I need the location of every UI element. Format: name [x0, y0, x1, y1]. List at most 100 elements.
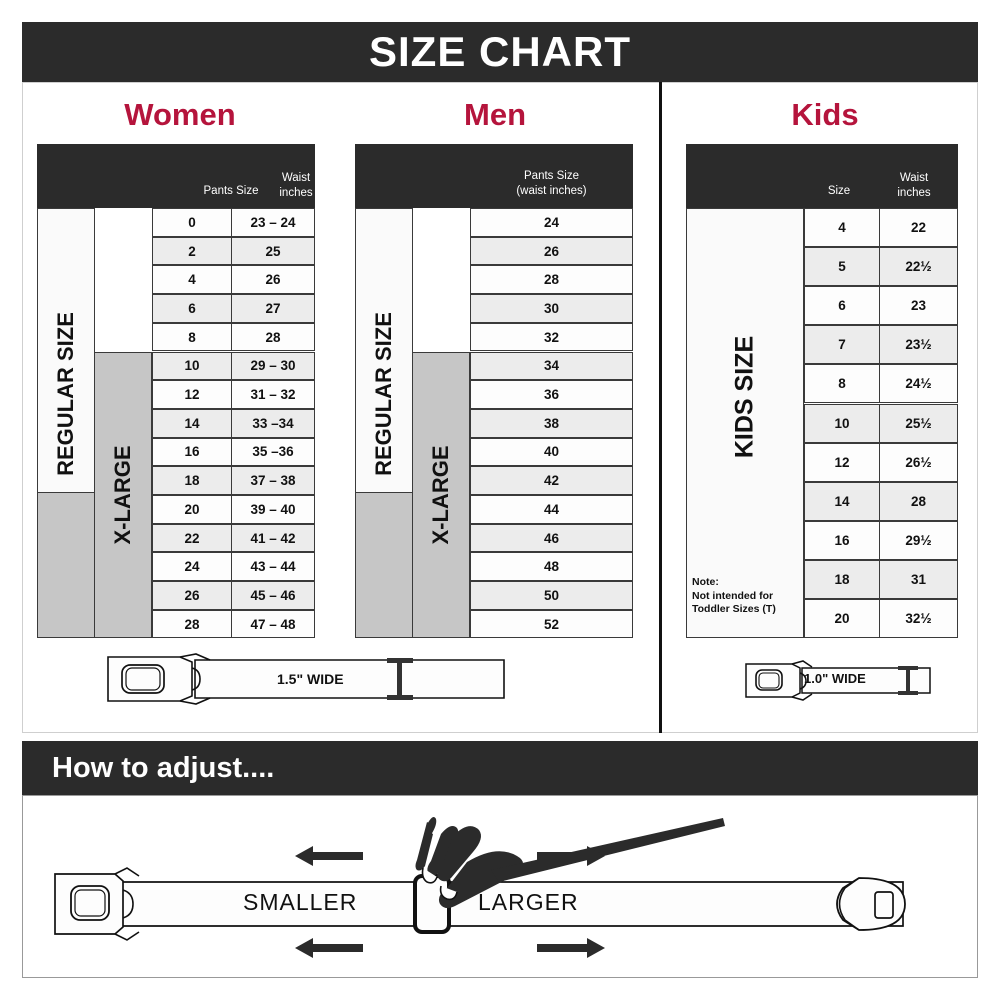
- kids-cell-size: 6: [804, 286, 880, 326]
- adjust-smaller-label: SMALLER: [243, 889, 358, 915]
- women-cell-waist: 28: [231, 322, 315, 352]
- men-cell-size: 46: [470, 523, 633, 553]
- women-cell-waist: 31 – 32: [231, 380, 315, 409]
- women-cell-waist: 26: [231, 265, 315, 295]
- kids-note-line3: Toddler Sizes (T): [692, 603, 776, 615]
- women-cell-size: 6: [152, 294, 232, 323]
- women-cell-size: 16: [152, 437, 232, 467]
- kids-size-table: Size Waist inches KIDS SIZE Note: Not in…: [686, 144, 958, 639]
- adult-belt-illustration: 1.5" WIDE: [100, 648, 520, 710]
- kids-cell-size: 7: [804, 325, 880, 365]
- women-cell-waist: 37 – 38: [231, 466, 315, 495]
- men-xlarge-label: X-LARGE: [428, 445, 453, 545]
- women-cell-waist: 25: [231, 236, 315, 266]
- section-title-kids: Kids: [791, 97, 859, 132]
- kids-cell-size: 8: [804, 364, 880, 404]
- how-to-adjust-bar: How to adjust....: [22, 741, 978, 795]
- kids-cell-waist: 22: [879, 208, 958, 248]
- kids-belt-width-label: 1.0" WIDE: [804, 671, 866, 686]
- men-table-header: [355, 144, 633, 208]
- men-cell-size: 42: [470, 466, 633, 495]
- kids-cell-waist: 28: [879, 481, 958, 521]
- women-cell-waist: 47 – 48: [231, 609, 315, 639]
- title-bar: SIZE CHART: [22, 22, 978, 82]
- kids-cell-size: 10: [804, 403, 880, 443]
- kids-cell-size: 5: [804, 247, 880, 287]
- kids-cell-size: 14: [804, 481, 880, 521]
- women-cell-size: 0: [152, 208, 232, 237]
- kids-cell-waist: 31: [879, 559, 958, 599]
- men-size-table: Pants Size (waist inches) REGULAR SIZE X…: [355, 144, 633, 639]
- men-cell-size: 30: [470, 294, 633, 323]
- women-cell-size: 22: [152, 523, 232, 553]
- kids-belt-svg: [745, 660, 931, 701]
- women-cell-size: 10: [152, 351, 232, 381]
- kids-cell-waist: 24½: [879, 364, 958, 404]
- women-cell-waist: 27: [231, 294, 315, 323]
- women-cell-waist: 39 – 40: [231, 495, 315, 524]
- women-cell-size: 20: [152, 495, 232, 524]
- women-cell-size: 24: [152, 552, 232, 582]
- women-cell-size: 14: [152, 408, 232, 438]
- women-xlarge-label: X-LARGE: [110, 445, 135, 545]
- adjust-larger-label: LARGER: [478, 889, 579, 915]
- kids-col-header-size: Size: [827, 185, 851, 197]
- how-to-adjust-heading: How to adjust....: [52, 751, 275, 784]
- women-cell-waist: 33 –34: [231, 408, 315, 438]
- kids-cell-size: 12: [804, 442, 880, 482]
- kids-size-band: KIDS SIZE: [686, 208, 804, 638]
- women-cell-size: 2: [152, 236, 232, 266]
- kids-cell-waist: 22½: [879, 247, 958, 287]
- kids-cell-size: 4: [804, 208, 880, 248]
- women-cell-size: 28: [152, 609, 232, 639]
- women-col-header-pants-size: Pants Size: [203, 185, 259, 197]
- women-cell-waist: 23 – 24: [231, 208, 315, 237]
- kids-note-line1: Note:: [692, 576, 719, 588]
- men-cell-size: 40: [470, 437, 633, 467]
- page-title: SIZE CHART: [369, 28, 631, 75]
- kids-table-header: [686, 144, 958, 208]
- men-regular-size-label: REGULAR SIZE: [371, 312, 396, 476]
- adult-belt-width-label: 1.5" WIDE: [277, 671, 344, 687]
- women-cell-waist: 29 – 30: [231, 351, 315, 381]
- men-cell-size: 44: [470, 495, 633, 524]
- adult-belt-svg: [107, 653, 505, 705]
- how-to-adjust-panel: SMALLER LARGER: [22, 795, 978, 978]
- kids-cell-size: 20: [804, 599, 880, 639]
- women-table-header: [37, 144, 315, 208]
- kids-cell-waist: 32½: [879, 599, 958, 639]
- women-cell-size: 8: [152, 322, 232, 352]
- men-col-header-line2: (waist inches): [516, 185, 587, 197]
- women-cell-size: 18: [152, 466, 232, 495]
- kids-cell-waist: 29½: [879, 520, 958, 560]
- kids-col-header-waist-l2: inches: [897, 187, 931, 199]
- women-cell-size: 4: [152, 265, 232, 295]
- men-cell-size: 38: [470, 408, 633, 438]
- women-regular-size-label: REGULAR SIZE: [53, 312, 78, 476]
- women-cell-waist: 35 –36: [231, 437, 315, 467]
- kids-cell-waist: 25½: [879, 403, 958, 443]
- men-cell-size: 50: [470, 581, 633, 610]
- kids-cell-waist: 23½: [879, 325, 958, 365]
- women-cell-waist: 41 – 42: [231, 523, 315, 553]
- women-cell-size: 26: [152, 581, 232, 610]
- adjust-belt-svg: [54, 814, 906, 958]
- section-title-women: Women: [124, 97, 236, 132]
- women-col-header-waist-l1: Waist: [281, 172, 311, 184]
- men-cell-size: 34: [470, 351, 633, 381]
- kids-cell-waist: 23: [879, 286, 958, 326]
- men-cell-size: 28: [470, 265, 633, 295]
- women-cell-size: 12: [152, 380, 232, 409]
- women-cell-waist: 45 – 46: [231, 581, 315, 610]
- women-col-header-waist-l2: inches: [279, 187, 313, 199]
- men-cell-size: 24: [470, 208, 633, 237]
- men-cell-size: 32: [470, 322, 633, 352]
- women-xlarge-band: X-LARGE: [94, 352, 152, 638]
- kids-cell-waist: 26½: [879, 442, 958, 482]
- men-cell-size: 48: [470, 552, 633, 582]
- kids-cell-size: 18: [804, 559, 880, 599]
- kids-cell-size: 16: [804, 520, 880, 560]
- kids-size-label: KIDS SIZE: [730, 336, 759, 459]
- men-cell-size: 26: [470, 236, 633, 266]
